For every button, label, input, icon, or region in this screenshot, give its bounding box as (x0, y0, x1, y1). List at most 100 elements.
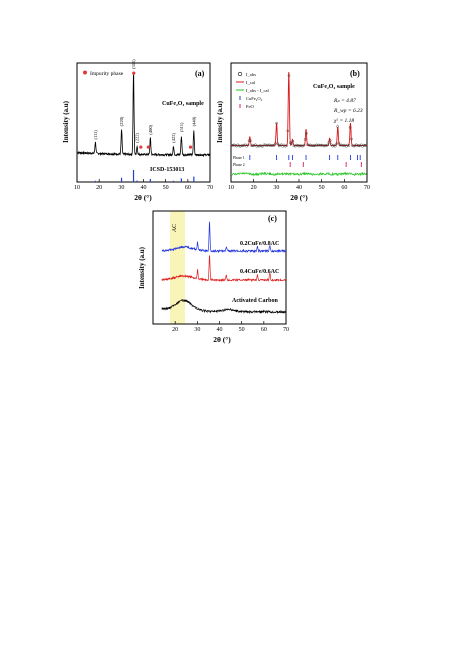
observed-point-49 (291, 139, 295, 143)
legend-obs-label: I_obs (246, 72, 256, 77)
x-tick-label-4: 50 (163, 185, 169, 191)
observed-point-39 (278, 143, 282, 147)
phase1-label: Phase 1 (233, 156, 245, 160)
observed-point-7 (239, 144, 242, 148)
x-tick-label-2: 30 (118, 185, 124, 191)
observed-point-45 (286, 129, 290, 133)
observed-point-40 (280, 143, 283, 147)
xrd-pattern-line (76, 74, 211, 157)
observed-point-27 (263, 143, 267, 147)
observed-point-89 (341, 143, 344, 147)
peak-label-2: (311) (131, 59, 136, 69)
legend-cal-label: I_cal (246, 80, 256, 85)
observed-point-67 (313, 144, 317, 147)
observed-point-106 (362, 143, 366, 147)
observed-point-32 (270, 144, 273, 147)
panel-b-label: (b) (350, 69, 360, 78)
observed-point-18 (252, 143, 256, 147)
observed-point-1 (231, 144, 235, 147)
panel-a-x-label: 2θ (°) (134, 193, 152, 202)
panel-a-pattern (76, 74, 211, 157)
panel-b-x-label: 2θ (°) (290, 193, 308, 202)
observed-point-76 (325, 144, 328, 147)
curve-2 (161, 299, 287, 315)
reference-card-label: ICSD-153013 (150, 167, 184, 173)
observed-point-44 (285, 144, 288, 147)
series-label-1: 0.4CuFe/0.6AC (240, 269, 279, 275)
x-tick-label-0: 10 (74, 185, 80, 191)
observed-point-21 (256, 144, 260, 148)
observed-point-3 (234, 144, 237, 147)
observed-point-84 (335, 142, 338, 146)
panel-a-impurity-markers (132, 71, 193, 149)
observed-point-95 (348, 126, 352, 129)
panel-b-y-label: Intensity (a.u) (216, 100, 224, 143)
observed-point-2 (232, 143, 236, 147)
observed-point-10 (242, 143, 246, 147)
observed-point-20 (255, 144, 258, 148)
panel-c: 20 30 40 50 60 70 (c) AC 0.2CuFe/0.8AC 0.4CuF… (138, 210, 289, 344)
legend-phase1-label: CuFe₂O₄ (246, 96, 263, 101)
panel-c-label: (c) (268, 214, 277, 223)
x-tick-label-2: 40 (217, 327, 223, 333)
panel-a-sample-label: CuFe₂O₄ sample (162, 101, 204, 107)
observed-point-34 (272, 144, 276, 147)
observed-point-104 (359, 143, 363, 147)
x-tick-label-3: 40 (296, 185, 302, 191)
observed-point-55 (298, 144, 302, 147)
x-tick-label-5: 70 (283, 327, 289, 333)
difference-curve (230, 171, 367, 177)
observed-point-33 (271, 143, 275, 147)
observed-point-66 (312, 144, 316, 148)
panel-c-curves (161, 221, 287, 315)
observed-point-6 (237, 144, 241, 148)
observed-point-26 (262, 143, 266, 147)
x-tick-label-1: 20 (96, 185, 102, 191)
observed-point-94 (347, 144, 351, 147)
observed-point-22 (257, 144, 261, 148)
observed-point-46 (287, 74, 291, 77)
ac-band (170, 211, 185, 324)
panel-a-frame (76, 62, 211, 183)
observed-point-24 (260, 144, 263, 148)
observed-point-69 (316, 144, 320, 147)
observed-point-96 (350, 137, 353, 141)
panel-a-peak-labels: (111) (220) (311) (222) (400) (422)(511) (440) (93, 59, 196, 143)
peak-label-6: (511) (179, 122, 184, 132)
observed-point-79 (328, 139, 332, 142)
legend-diff-label: I_obs - I_cal (246, 88, 269, 93)
observed-point-62 (307, 143, 311, 147)
x-tick-label-1: 30 (194, 327, 200, 333)
observed-point-72 (320, 143, 323, 147)
curve-0 (161, 221, 287, 254)
impurity-legend-marker (83, 70, 87, 75)
series-label-2: Activated Carbon (232, 298, 278, 304)
observed-point-87 (338, 143, 342, 147)
peak-label-1: (220) (119, 116, 124, 126)
impurity-legend-label: Impurity phase (90, 71, 124, 77)
x-tick-label-4: 50 (319, 185, 325, 191)
observed-point-50 (292, 144, 296, 148)
panel-b-observed-points (230, 74, 368, 148)
observed-point-59 (303, 138, 307, 141)
impurity-marker-1 (139, 145, 143, 149)
observed-point-15 (249, 139, 252, 142)
observed-point-75 (323, 144, 327, 147)
observed-point-98 (352, 144, 356, 148)
observed-point-97 (351, 144, 354, 147)
observed-point-23 (259, 144, 262, 147)
panel-b: 10 20 30 40 50 60 70 (b) CuFe₂O₄ sample I_obs … (216, 62, 370, 202)
panel-b-legend: I_obs I_cal I_obs - I_cal CuFe₂O₄ FeO (236, 71, 269, 109)
observed-point-108 (364, 143, 368, 147)
x-tick-label-1: 20 (251, 185, 257, 191)
observed-point-83 (333, 144, 337, 148)
observed-point-31 (268, 144, 272, 147)
observed-point-65 (311, 144, 315, 147)
observed-point-14 (247, 139, 251, 143)
panel-b-x-ticks: 10 20 30 40 50 60 70 (228, 179, 370, 191)
observed-point-77 (326, 143, 330, 147)
observed-point-58 (302, 143, 306, 147)
observed-point-88 (340, 143, 343, 147)
ac-band-label: AC (172, 224, 178, 232)
x-tick-label-6: 70 (364, 185, 370, 191)
